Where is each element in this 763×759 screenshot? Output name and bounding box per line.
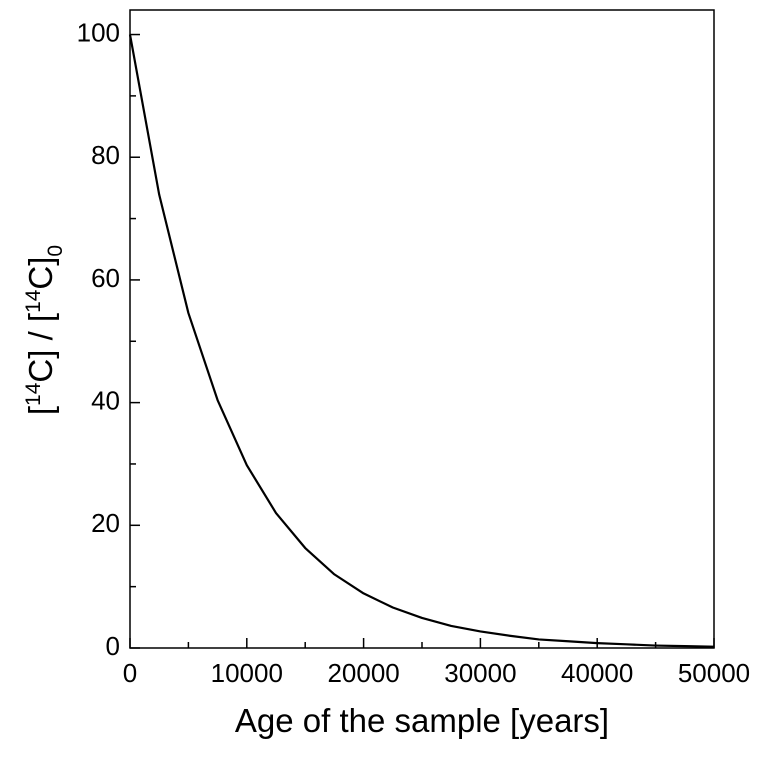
y-tick-label: 80 (91, 140, 120, 170)
y-tick-label: 100 (77, 17, 120, 47)
data-line (128, 34, 715, 648)
x-tick-label: 30000 (444, 658, 516, 688)
y-axis-label: [14C] / [14C]0 (22, 245, 67, 415)
x-tick-label: 10000 (211, 658, 283, 688)
plot-frame (129, 9, 715, 649)
x-tick-label: 20000 (327, 658, 399, 688)
y-tick-label: 20 (91, 508, 120, 538)
x-axis-label: Age of the sample [years] (235, 702, 609, 739)
x-tick-label: 40000 (561, 658, 633, 688)
y-tick-label: 0 (106, 631, 120, 661)
x-tick-label: 50000 (678, 658, 750, 688)
y-tick-label: 40 (91, 385, 120, 415)
x-tick-label: 0 (123, 658, 137, 688)
y-tick-label: 60 (91, 263, 120, 293)
